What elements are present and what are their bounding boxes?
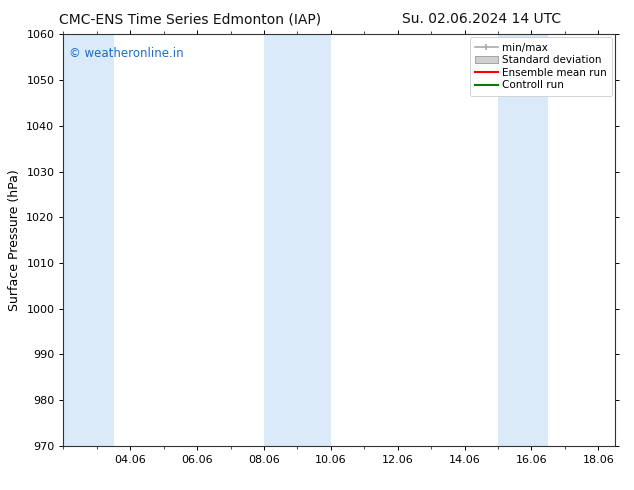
Text: CMC-ENS Time Series Edmonton (IAP): CMC-ENS Time Series Edmonton (IAP) <box>59 12 321 26</box>
Text: © weatheronline.in: © weatheronline.in <box>69 47 183 60</box>
Title: CMC-ENS Time Series Edmonton (IAP)     Su. 02.06.2024 14 UTC: CMC-ENS Time Series Edmonton (IAP) Su. 0… <box>0 489 1 490</box>
Y-axis label: Surface Pressure (hPa): Surface Pressure (hPa) <box>8 169 21 311</box>
Legend: min/max, Standard deviation, Ensemble mean run, Controll run: min/max, Standard deviation, Ensemble me… <box>470 37 612 96</box>
Bar <box>264 34 331 446</box>
Bar <box>63 34 113 446</box>
Text: Su. 02.06.2024 14 UTC: Su. 02.06.2024 14 UTC <box>403 12 561 26</box>
Bar <box>498 34 548 446</box>
